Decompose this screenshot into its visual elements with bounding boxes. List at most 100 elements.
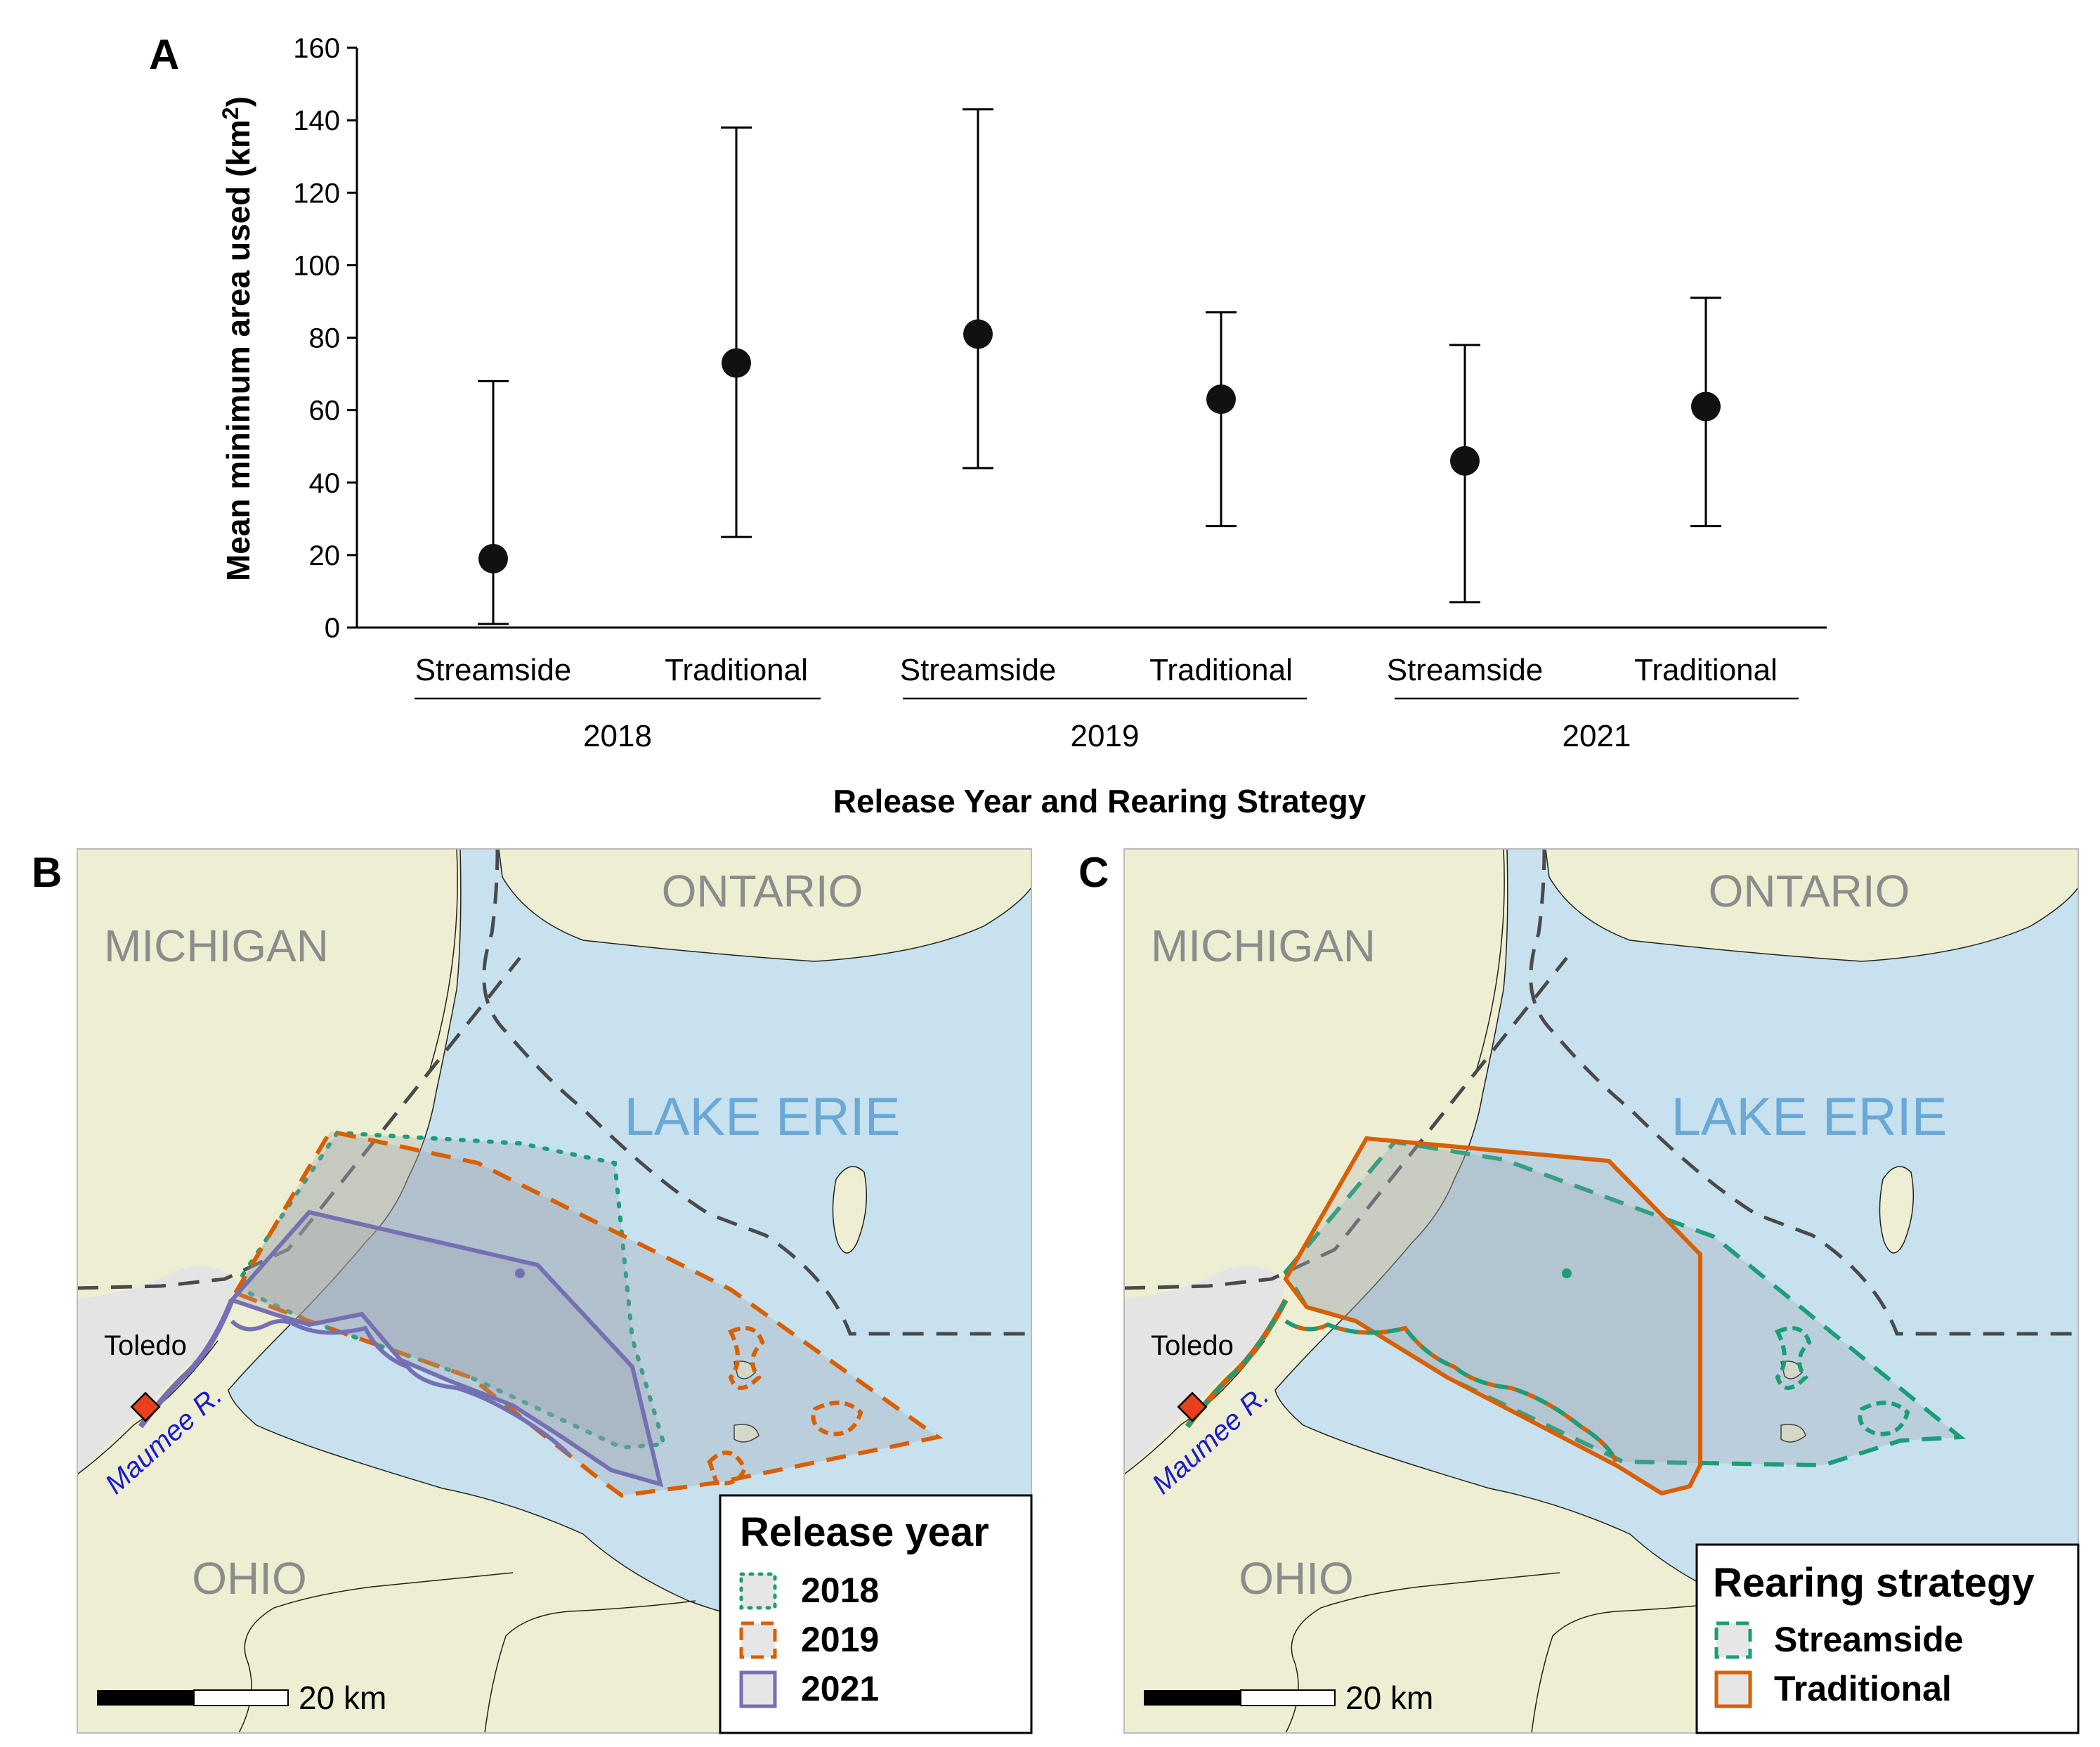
toledo-label: Toledo [1151,1330,1234,1361]
legend-label-2019: 2019 [801,1620,879,1659]
legend-label-2021: 2021 [801,1669,879,1708]
chart-axes [356,48,1827,629]
legend-swatch-2018 [739,1572,777,1610]
panel-a-chart: A 0 20 40 60 80 100 120 140 160 Streamside Tradit… [149,31,1827,819]
pelee-island [1879,1166,1915,1254]
data-marks [478,108,1721,625]
group-label: 2021 [1563,719,1631,753]
scale-label: 20 km [1345,1680,1433,1716]
international-border [482,849,1031,1336]
hull-2021 [228,1209,664,1488]
island-track-streamside-a [1774,1326,1812,1390]
toledo-urban-area [1124,1266,1286,1474]
island-track-2019c [707,1450,748,1486]
y-tick-label: 20 [309,540,341,571]
legend-release-year: Release year 2018 2019 2021 [719,1494,1033,1734]
scale-bar-white [1240,1689,1336,1706]
panel-c-map: C MICHIGAN ONTARIO LAKE ERIE OHIO Toledo… [1078,848,2080,1734]
legend-label-traditional: Traditional [1774,1669,1952,1708]
scale-bar: 20 km [1144,1680,1433,1716]
y-tick-label: 100 [293,250,340,281]
x-axis-title: Release Year and Rearing Strategy [833,783,1367,819]
ohio-label: OHIO [1239,1553,1354,1604]
michigan-label: MICHIGAN [1151,921,1376,971]
scale-label: 20 km [299,1680,386,1716]
hull-2019 [232,1129,944,1498]
ohio-label: OHIO [192,1553,307,1604]
toledo-urban-area [77,1266,239,1474]
category-label: Traditional [665,653,808,687]
home-range-hulls [1185,1136,1966,1496]
scale-bar-black [1144,1690,1241,1706]
island-track-2019b [811,1401,863,1436]
release-site-marker [1177,1391,1208,1422]
category-labels: Streamside Traditional Streamside Tradition… [415,653,1778,687]
detroit-river-line [1475,849,1505,1074]
y-tick-label: 60 [309,396,341,427]
sandusky-river-line [484,1600,696,1733]
state-border-michigan-ohio [1124,956,1568,1290]
detroit-river-line [428,849,458,1074]
mean-point [1691,391,1721,422]
hull-2018 [240,1130,667,1450]
shoreline-track-streamside [1284,1319,1618,1463]
lake-erie-label: LAKE ERIE [625,1087,901,1147]
mean-point [478,544,508,574]
ontario-label: ONTARIO [662,866,863,916]
category-label: Traditional [1634,653,1778,687]
legend-swatch-streamside [1714,1621,1752,1659]
legend-box [1695,1543,2080,1734]
legend-swatch-2019 [739,1621,777,1659]
panel-b-map: B MICHIGAN ONTARIO LAKE ERIE OHIO Toledo… [32,848,1033,1734]
y-tick-group: 0 20 40 60 80 100 120 140 160 [293,33,357,644]
y-tick-label: 80 [309,323,341,354]
toledo-label: Toledo [104,1330,187,1361]
hull-traditional [1283,1136,1702,1496]
lake-erie-water [1274,849,2078,1733]
y-tick-label: 0 [325,613,340,644]
y-tick-label: 160 [293,33,340,64]
michigan-label: MICHIGAN [104,921,329,971]
y-tick-label: 120 [293,178,340,209]
category-label: Streamside [1387,653,1544,687]
scale-bar-black [97,1690,194,1706]
shoreline-track-2021 [230,1319,571,1457]
ohio-river-line [238,1572,514,1733]
legend-rearing-strategy: Rearing strategy Streamside Traditional [1695,1543,2080,1734]
island-track-streamside-b [1858,1401,1910,1436]
mean-point [963,319,993,349]
map-frame [77,848,1032,1734]
category-label: Traditional [1149,653,1293,687]
legend-swatch-traditional [1714,1670,1752,1708]
lake-erie-label: LAKE ERIE [1671,1087,1948,1147]
group-labels: 2018 2019 2021 [583,719,1631,753]
panel-b-letter: B [32,849,62,896]
map-frame [1123,848,2079,1734]
group-label: 2019 [1071,719,1140,753]
state-border-michigan-ohio [77,956,521,1290]
island-track-2019a [727,1326,765,1390]
ohio-river-line [1285,1572,1560,1733]
legend-label-2018: 2018 [801,1571,879,1610]
legend-swatch-2021 [739,1670,777,1708]
point-2021 [515,1268,525,1278]
category-label: Streamside [415,653,572,687]
mean-point [722,348,751,378]
ontario-label: ONTARIO [1709,866,1910,916]
legend-title: Rearing strategy [1713,1560,2035,1606]
international-border [1529,849,2078,1336]
pelee-island [832,1166,868,1254]
category-label: Streamside [900,653,1057,687]
sandusky-river-line [1531,1600,1743,1733]
scale-bar-white [193,1689,289,1706]
mean-point [1450,446,1480,476]
legend-title: Release year [740,1509,989,1555]
mean-point [1206,384,1236,415]
y-tick-label: 140 [293,105,340,136]
point-streamside [1562,1268,1572,1278]
panel-a-letter: A [149,31,179,78]
legend-label-streamside: Streamside [1774,1620,1964,1659]
group-label: 2018 [583,719,652,753]
home-range-hulls [138,1129,944,1498]
